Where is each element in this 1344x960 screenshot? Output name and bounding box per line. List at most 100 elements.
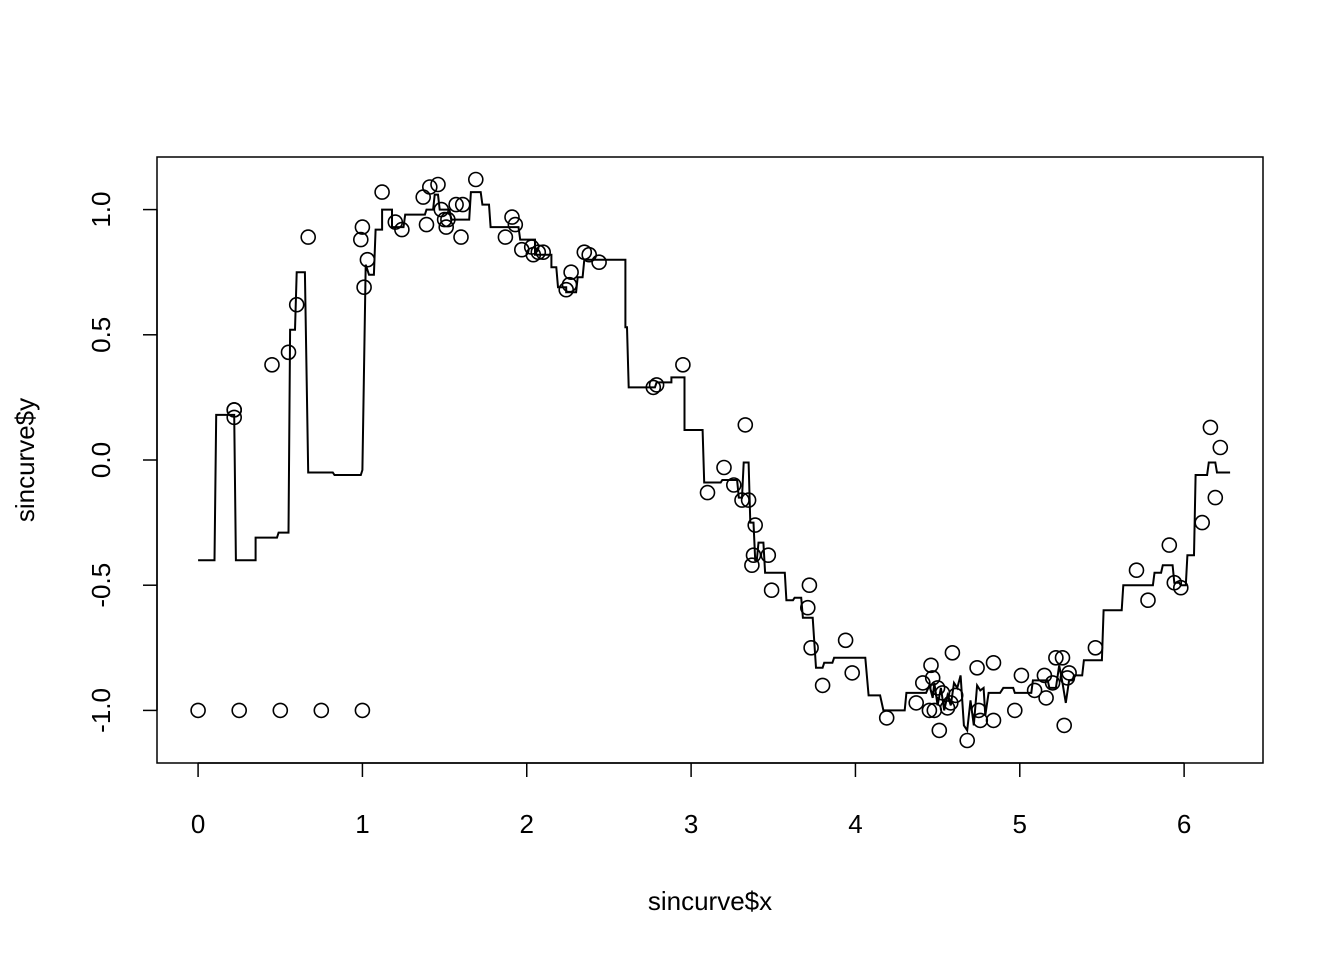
data-point <box>418 216 435 233</box>
x-tick-label: 2 <box>520 809 534 839</box>
data-point <box>985 712 1002 729</box>
data-point <box>1013 667 1030 684</box>
data-point <box>1048 649 1064 666</box>
data-point <box>280 344 297 361</box>
data-point <box>1212 439 1229 456</box>
data-point <box>226 409 242 426</box>
data-point <box>1140 592 1156 609</box>
data-point <box>801 577 818 594</box>
data-point <box>929 680 946 696</box>
data-point <box>1128 562 1145 579</box>
data-point <box>264 356 280 373</box>
data-point <box>1194 514 1210 531</box>
data-point <box>970 702 987 719</box>
step-line <box>198 191 1231 734</box>
data-point <box>563 264 579 281</box>
data-point <box>231 702 247 719</box>
data-point <box>675 356 691 373</box>
plot-frame <box>156 156 1264 764</box>
data-point <box>747 517 764 533</box>
x-axis-label: sincurve$x <box>648 886 772 916</box>
data-point <box>374 184 390 200</box>
data-point <box>969 659 985 676</box>
data-point <box>745 547 762 564</box>
data-point <box>1207 489 1224 506</box>
data-point <box>300 229 317 245</box>
data-point <box>645 379 662 396</box>
y-tick-label: 1.0 <box>86 192 116 228</box>
data-point <box>352 231 369 248</box>
data-point <box>944 644 961 661</box>
data-point <box>454 196 471 213</box>
data-point <box>1161 537 1178 553</box>
data-point <box>744 557 760 574</box>
x-tick-label: 4 <box>848 809 862 839</box>
data-point <box>799 599 816 616</box>
data-point <box>921 702 938 719</box>
data-point <box>844 665 861 681</box>
data-point <box>354 219 371 235</box>
data-point <box>581 246 598 263</box>
x-axis: 0 1 2 3 4 5 6 <box>191 762 1191 839</box>
data-point <box>914 675 931 691</box>
x-tick-label: 1 <box>355 809 369 839</box>
x-tick-label: 0 <box>191 809 205 839</box>
data-point <box>394 221 410 238</box>
data-point <box>415 189 432 205</box>
data-point <box>947 687 964 704</box>
data-point <box>591 254 607 271</box>
data-point <box>359 251 376 268</box>
data-point <box>1087 639 1104 656</box>
data-point <box>497 229 514 245</box>
data-point <box>504 209 520 225</box>
data-point <box>1044 675 1061 691</box>
data-point <box>507 216 524 233</box>
data-point <box>354 702 371 719</box>
data-point <box>814 677 831 694</box>
data-point <box>1054 649 1071 666</box>
data-point <box>923 657 939 674</box>
data-point <box>763 582 780 599</box>
y-tick-label: 0.0 <box>86 442 116 478</box>
data-point <box>878 710 895 726</box>
x-tick-label: 3 <box>684 809 698 839</box>
data-point <box>530 244 547 260</box>
data-point <box>699 484 716 501</box>
data-point <box>725 477 742 493</box>
data-point <box>924 670 941 686</box>
data-point <box>1202 419 1219 436</box>
data-point <box>1006 702 1023 719</box>
data-point <box>740 492 757 508</box>
data-point <box>837 632 854 649</box>
data-point <box>190 702 206 719</box>
data-point <box>648 377 665 393</box>
data-point <box>1173 579 1189 596</box>
point-layer <box>190 171 1229 749</box>
data-point <box>959 732 976 749</box>
data-point <box>972 712 989 729</box>
data-point <box>288 296 305 313</box>
line-layer <box>198 191 1231 734</box>
data-point <box>430 176 446 193</box>
data-point <box>313 702 330 719</box>
data-point <box>453 229 469 245</box>
data-point <box>734 492 750 508</box>
data-point <box>561 276 578 293</box>
data-point <box>356 279 372 296</box>
data-point <box>1038 690 1054 706</box>
data-point <box>535 244 552 260</box>
x-tick-label: 5 <box>1013 809 1027 839</box>
data-point <box>939 700 956 716</box>
y-axis: -1.0 -0.5 0.0 0.5 1.0 <box>86 192 158 733</box>
x-tick-label: 6 <box>1177 809 1191 839</box>
data-point <box>440 211 456 228</box>
data-point <box>716 459 732 476</box>
data-point <box>448 196 464 213</box>
data-point <box>1061 665 1077 681</box>
y-tick-label: -0.5 <box>86 563 116 608</box>
data-point <box>467 171 484 188</box>
data-point <box>931 722 948 739</box>
data-point <box>985 654 1002 671</box>
